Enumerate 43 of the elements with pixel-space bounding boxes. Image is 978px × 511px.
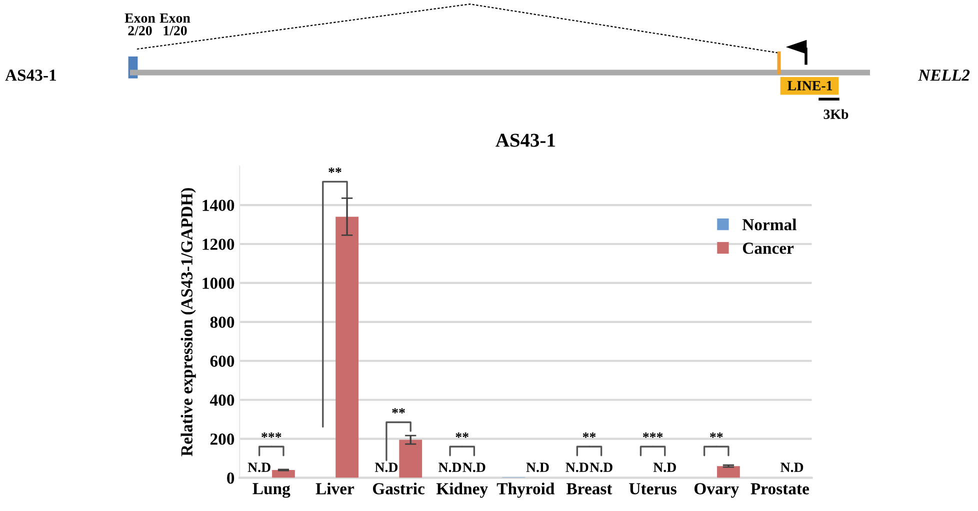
text: N.D bbox=[374, 462, 398, 472]
x-tick-label: Gastric bbox=[372, 482, 424, 494]
y-tick-label: 0 bbox=[227, 472, 234, 484]
text: N.D bbox=[248, 462, 270, 472]
y-tick-label: 200 bbox=[210, 434, 234, 445]
x-tick-label: Breast bbox=[566, 483, 612, 494]
text: N.D bbox=[566, 462, 588, 472]
annotation: ** bbox=[328, 168, 342, 173]
x-tick-label: Ovary bbox=[694, 483, 739, 498]
annotation: ** bbox=[392, 408, 405, 414]
text: LINE-1 bbox=[787, 81, 832, 90]
text: NELL2 bbox=[918, 70, 970, 81]
annotation: ** bbox=[456, 432, 468, 438]
x-tick-label: Kidney bbox=[436, 482, 488, 498]
annotation: ** bbox=[710, 432, 723, 438]
x-tick-label: Prostate bbox=[750, 483, 809, 494]
text: N.D bbox=[462, 462, 486, 472]
chart-title: AS43-1 bbox=[496, 134, 555, 147]
y-tick-label: 1400 bbox=[202, 200, 234, 211]
annotation: *** bbox=[642, 432, 663, 438]
annotation: ** bbox=[582, 432, 596, 438]
y-tick-label: 800 bbox=[210, 316, 234, 328]
x-tick-label: Uterus bbox=[629, 483, 676, 494]
text: N.D bbox=[653, 462, 676, 472]
annotation: *** bbox=[262, 432, 282, 438]
legend-label: Cancer bbox=[742, 242, 794, 254]
y-axis-title: Relative expression (AS43-1/GAPDH) bbox=[180, 188, 196, 456]
text: N.D bbox=[526, 462, 549, 472]
text: Exon 2/20 bbox=[124, 13, 156, 36]
x-tick-label: Thyroid bbox=[496, 482, 555, 498]
x-tick-label: Liver bbox=[316, 482, 354, 494]
text: 3Kb bbox=[824, 109, 848, 119]
text: Exon 1/20 bbox=[160, 13, 190, 36]
legend-label: Normal bbox=[742, 218, 796, 230]
y-tick-label: 600 bbox=[210, 356, 234, 367]
text: N.D bbox=[590, 462, 612, 472]
text: N.D bbox=[438, 462, 462, 472]
y-tick-label: 1200 bbox=[202, 238, 234, 250]
y-tick-label: 400 bbox=[210, 394, 234, 406]
text: N.D bbox=[780, 462, 804, 472]
text: AS43-1 bbox=[5, 70, 56, 81]
y-tick-label: 1000 bbox=[202, 278, 234, 289]
x-tick-label: Lung bbox=[252, 483, 290, 498]
